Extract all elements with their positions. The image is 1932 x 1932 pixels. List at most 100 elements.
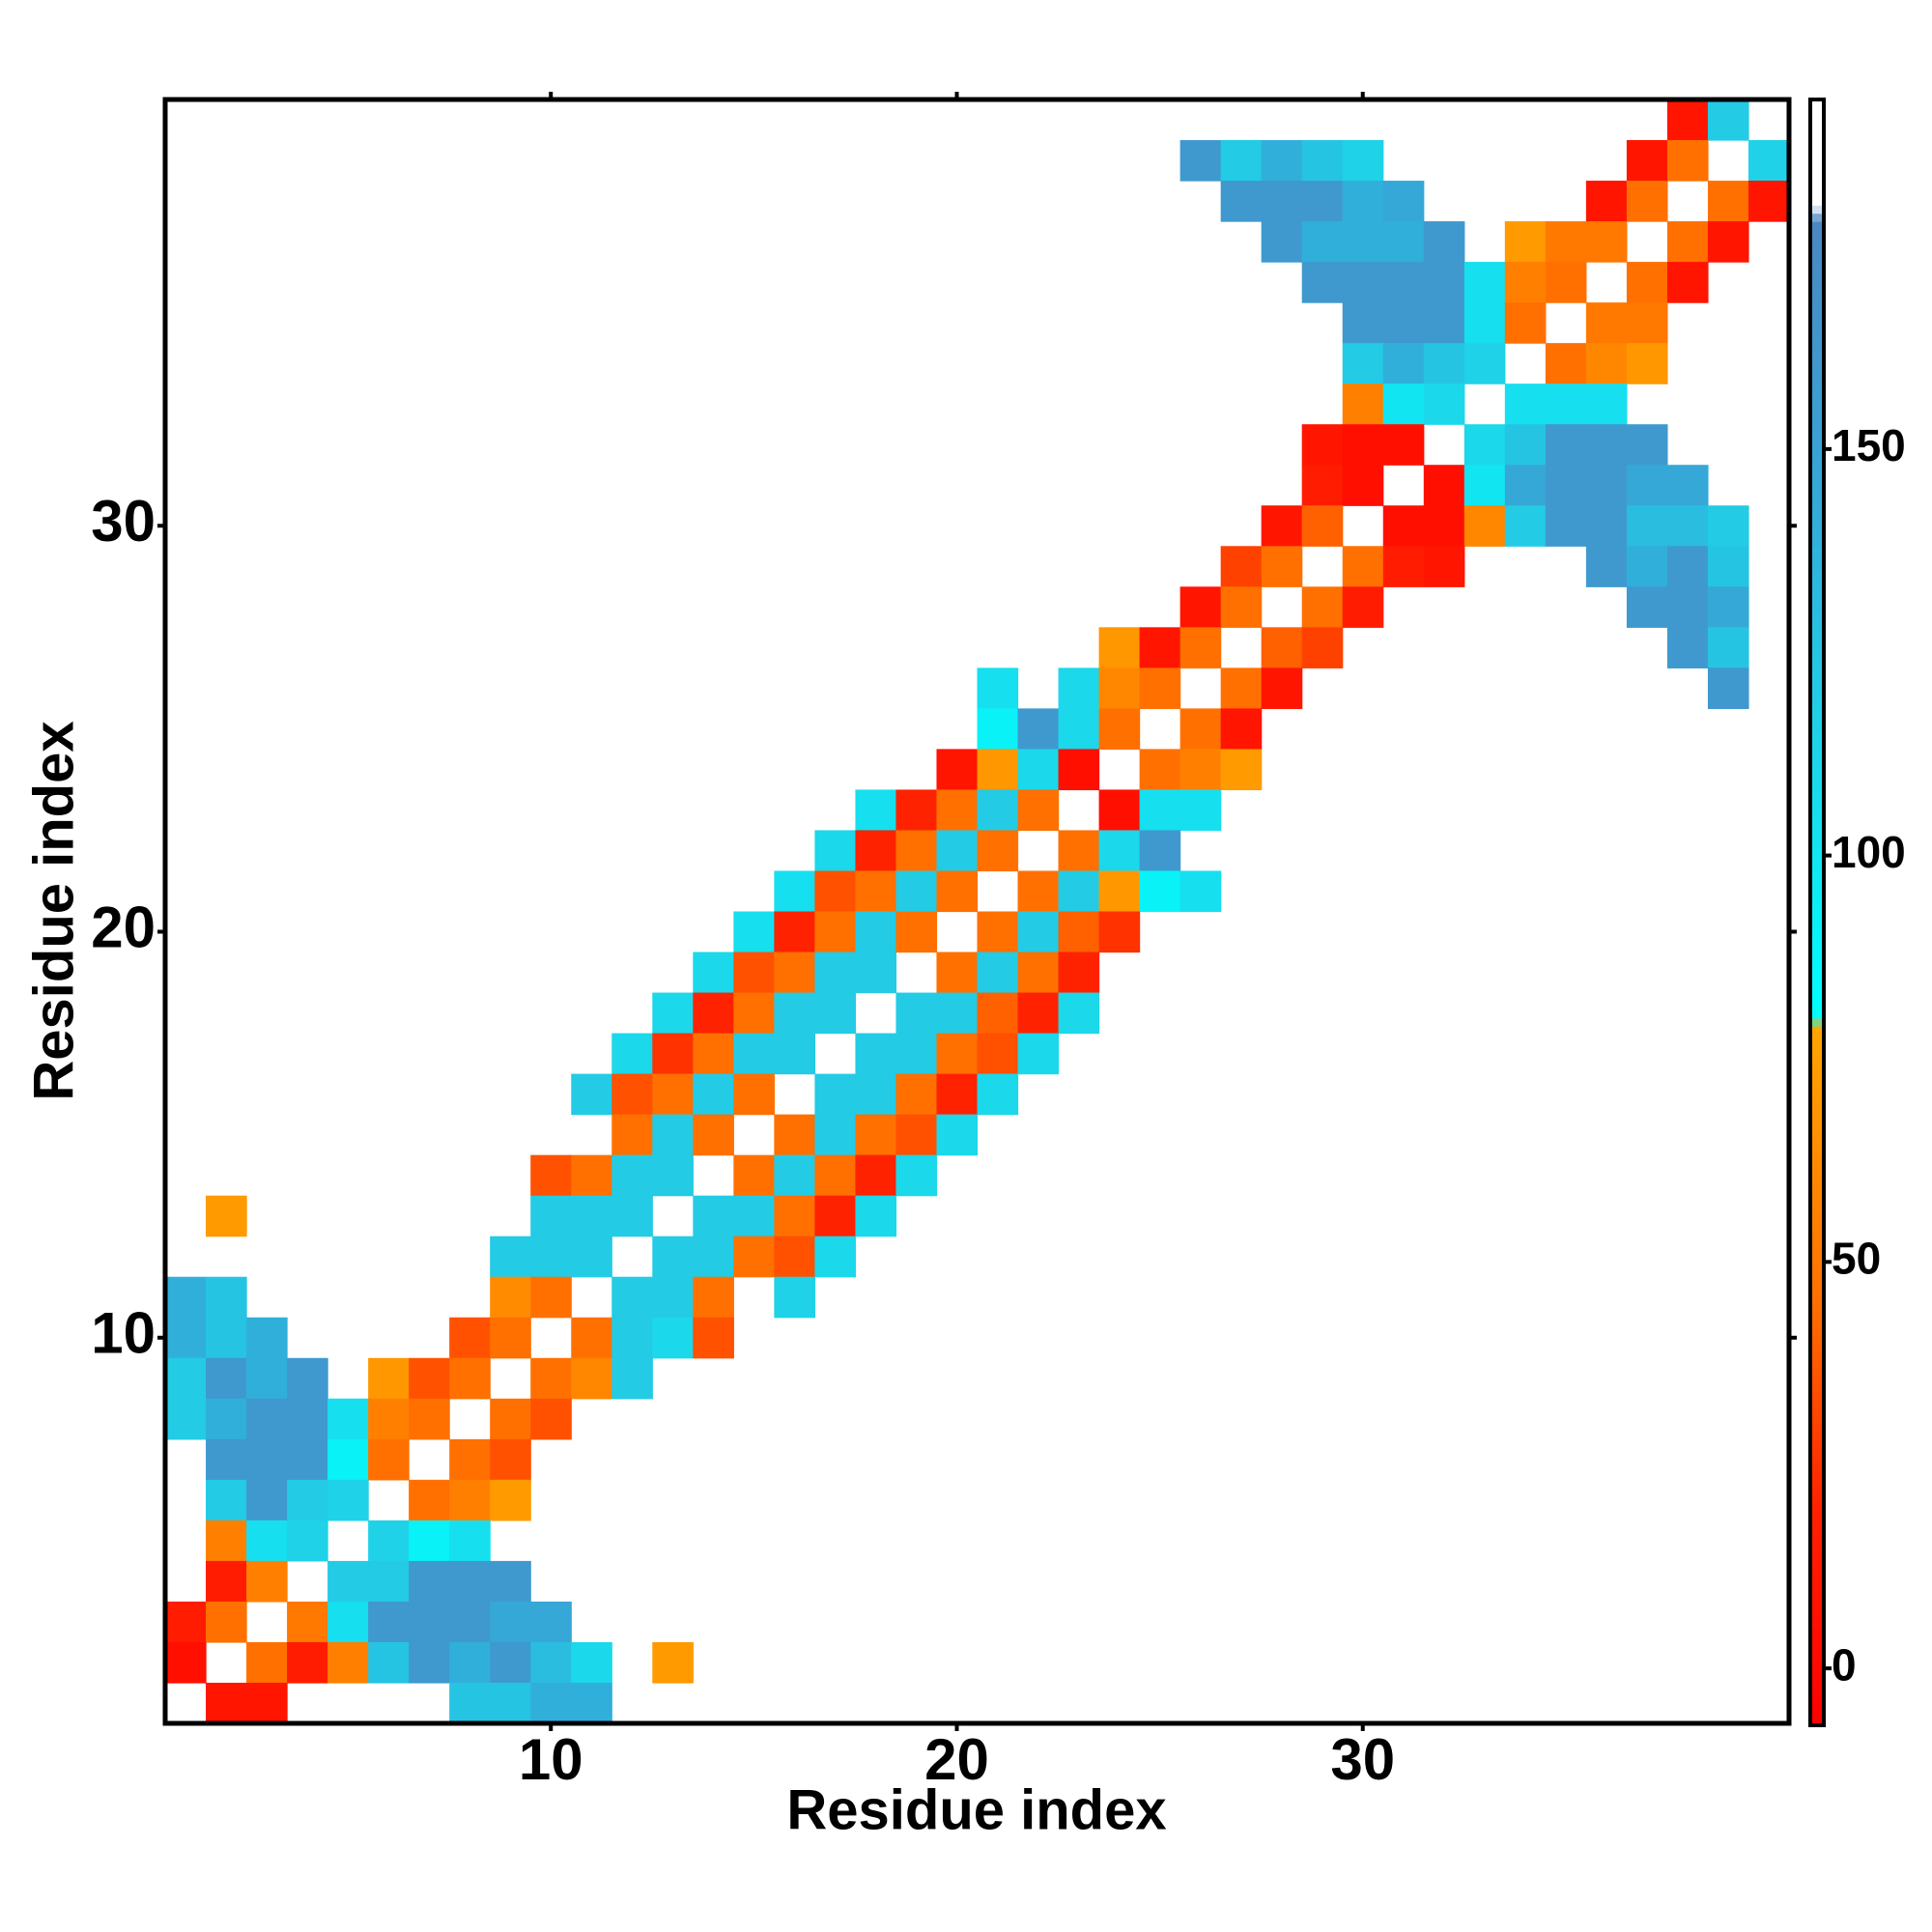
colorbar-band [1810,1440,1824,1450]
colorbar-band [1810,798,1824,808]
heat-cell [1058,749,1100,791]
heat-cell [895,830,938,872]
colorbar-band [1810,741,1824,751]
heat-cell [895,870,938,913]
colorbar-band [1810,579,1824,588]
heat-cell [1017,952,1060,994]
heat-cell [652,1236,694,1278]
heat-cell [287,1398,328,1440]
colorbar-band [1810,945,1824,954]
heat-cell [611,1357,653,1400]
heat-cell [652,992,694,1035]
heat-cell [774,1033,815,1075]
colorbar-band [1810,262,1824,271]
heat-cell [449,1317,491,1359]
heat-cell [165,1317,207,1359]
heat-cell [693,1195,734,1237]
colorbar-band [1810,156,1824,165]
heat-cell [1058,952,1100,994]
heat-cell [1382,424,1425,466]
heat-cell [1382,546,1425,587]
colorbar-band [1810,928,1824,938]
colorbar-band [1810,131,1824,141]
heat-cell [206,1357,247,1400]
colorbar-band [1810,1319,1824,1328]
x-axis-title: Residue index [786,1778,1166,1841]
heat-cell [611,1114,653,1156]
colorbar-band [1810,391,1824,401]
heat-cell [855,1154,897,1197]
colorbar-band [1810,562,1824,572]
colorbar-band [1810,522,1824,531]
heat-cell [652,1114,694,1156]
heat-cell [490,1479,531,1521]
heat-cell [490,1682,531,1724]
colorbar-band [1810,457,1824,467]
heat-cell [855,952,897,994]
colorbar-band [1810,660,1824,669]
heat-cell [693,1033,734,1075]
heat-cell [1504,424,1547,466]
heat-cell [1342,221,1384,263]
colorbar-band [1810,709,1824,719]
heat-cell [1098,708,1141,750]
heat-cell [1626,505,1668,547]
heat-cell [1545,262,1587,303]
heat-cell [1179,140,1222,182]
heat-cell [165,1641,207,1684]
heat-cell [977,1033,1019,1075]
heat-cell [1017,911,1060,953]
heat-cell [368,1641,410,1684]
heat-cell [814,952,857,994]
heat-cell [652,1154,694,1197]
heat-cell [1666,140,1709,182]
heat-cell [490,1560,531,1603]
heat-cell [1139,870,1181,913]
colorbar-band [1810,140,1824,149]
colorbar-band [1810,1628,1824,1636]
heat-cell [409,1641,450,1684]
colorbar-band [1810,1554,1824,1564]
heat-cell [1504,262,1547,303]
colorbar-band [1810,1058,1824,1067]
heat-cell [693,1073,734,1116]
heat-cell [530,1601,572,1643]
heat-cell [1301,586,1344,628]
colorbar-band [1810,1521,1824,1531]
heat-cell [490,1398,531,1440]
heat-cell [814,1236,857,1278]
heat-cell [814,830,857,872]
heat-cell [1423,221,1465,263]
heat-cell [246,1641,288,1684]
heat-cell [1626,262,1668,303]
colorbar-band [1810,514,1824,524]
y-axis-title: Residue index [22,721,85,1100]
heat-cell [611,1033,653,1075]
heat-cell [1382,262,1425,303]
heat-cell [895,1073,938,1116]
heat-cell [1423,343,1465,384]
heat-cell [774,1276,815,1319]
colorbar-band [1810,205,1824,214]
heat-cell [571,1357,612,1400]
heat-cell [774,1154,815,1197]
colorbar-band [1810,1343,1824,1352]
colorbar-band [1810,1505,1824,1515]
heat-cell [1058,668,1100,709]
heat-cell [246,1317,288,1359]
x-tick-label: 30 [1330,1727,1395,1792]
heat-cell [733,1154,775,1197]
heat-cell [246,1357,288,1400]
heat-cell [449,1520,491,1562]
heat-cell [246,1438,288,1481]
colorbar-band [1810,1473,1824,1483]
heat-cell [1220,140,1263,182]
colorbar-band [1810,700,1824,710]
heat-cell [1545,343,1587,384]
colorbar-band [1810,465,1824,474]
heat-cell [1423,546,1465,587]
colorbar-band [1810,1009,1824,1019]
colorbar-band [1810,1326,1824,1336]
heat-cell [1382,505,1425,547]
colorbar-band [1810,1562,1824,1572]
